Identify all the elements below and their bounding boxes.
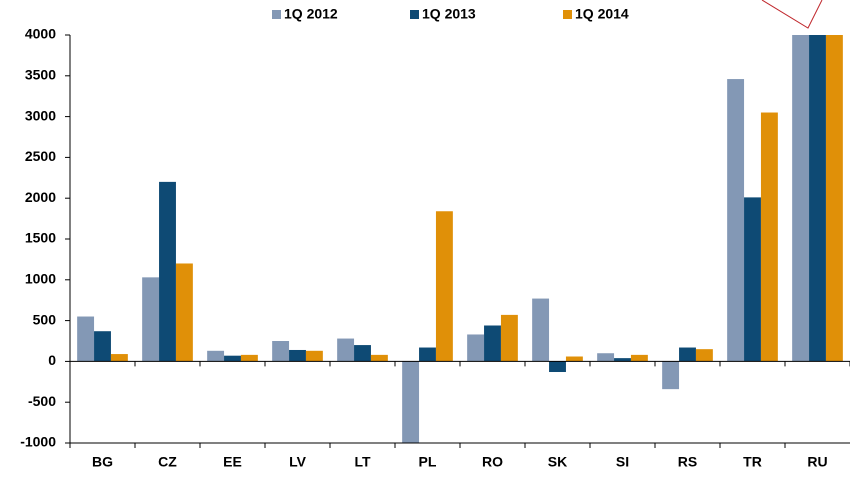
bar bbox=[679, 347, 696, 362]
legend-label: 1Q 2014 bbox=[575, 6, 629, 22]
bar bbox=[614, 358, 631, 362]
x-tick-label: EE bbox=[223, 454, 242, 470]
y-tick-label: 1500 bbox=[25, 230, 56, 246]
bar bbox=[792, 35, 810, 362]
bar bbox=[809, 35, 826, 362]
bar bbox=[402, 361, 420, 443]
bar bbox=[94, 331, 111, 362]
bar bbox=[272, 341, 290, 362]
y-tick-label: 500 bbox=[33, 311, 57, 327]
annotation-arrow bbox=[761, 0, 823, 29]
bar bbox=[532, 298, 550, 362]
x-tick-label: SI bbox=[616, 454, 629, 470]
bar bbox=[305, 350, 323, 362]
bar bbox=[695, 349, 713, 362]
y-tick-label: 3500 bbox=[25, 67, 56, 83]
bar bbox=[662, 361, 680, 390]
x-tick-label: SK bbox=[548, 454, 567, 470]
bar bbox=[744, 197, 761, 362]
bar bbox=[337, 338, 355, 362]
y-tick-label: 0 bbox=[48, 352, 56, 368]
bar bbox=[289, 349, 306, 362]
y-tick-label: 2500 bbox=[25, 148, 56, 164]
x-tick-label: LV bbox=[289, 454, 307, 470]
bar bbox=[597, 353, 615, 362]
x-tick-label: LT bbox=[354, 454, 371, 470]
bar bbox=[240, 354, 258, 362]
bar bbox=[435, 211, 453, 362]
x-tick-label: PL bbox=[419, 454, 437, 470]
y-tick-label: 2000 bbox=[25, 189, 56, 205]
x-tick-label: BG bbox=[92, 454, 113, 470]
bar bbox=[354, 345, 371, 362]
y-tick-label: -1000 bbox=[20, 434, 56, 450]
x-tick-label: RO bbox=[482, 454, 503, 470]
bar bbox=[549, 361, 566, 373]
bar bbox=[484, 325, 501, 362]
legend-swatch bbox=[410, 10, 419, 19]
bar bbox=[370, 354, 388, 362]
x-tick-label: TR bbox=[743, 454, 762, 470]
bar bbox=[142, 277, 160, 362]
legend-label: 1Q 2013 bbox=[422, 6, 476, 22]
bar bbox=[175, 263, 193, 362]
bar bbox=[630, 354, 648, 362]
x-tick-label: RS bbox=[678, 454, 697, 470]
legend-swatch bbox=[563, 10, 572, 19]
bar bbox=[565, 356, 583, 362]
bar bbox=[760, 112, 778, 362]
y-tick-label: 3000 bbox=[25, 107, 56, 123]
plot-area bbox=[77, 35, 843, 443]
bar bbox=[207, 350, 225, 362]
legend-swatch bbox=[272, 10, 281, 19]
bar bbox=[467, 334, 485, 362]
legend-label: 1Q 2012 bbox=[284, 6, 338, 22]
bar bbox=[500, 314, 518, 362]
bar bbox=[419, 347, 436, 362]
y-tick-label: 1000 bbox=[25, 271, 56, 287]
bar bbox=[159, 181, 176, 362]
bar bbox=[224, 355, 241, 362]
bar bbox=[727, 79, 745, 362]
bar bbox=[825, 35, 843, 362]
bar bbox=[110, 354, 128, 362]
y-tick-label: -500 bbox=[28, 393, 56, 409]
bar bbox=[77, 316, 95, 362]
x-tick-label: CZ bbox=[158, 454, 177, 470]
x-tick-label: RU bbox=[807, 454, 827, 470]
y-tick-label: 4000 bbox=[25, 26, 56, 42]
